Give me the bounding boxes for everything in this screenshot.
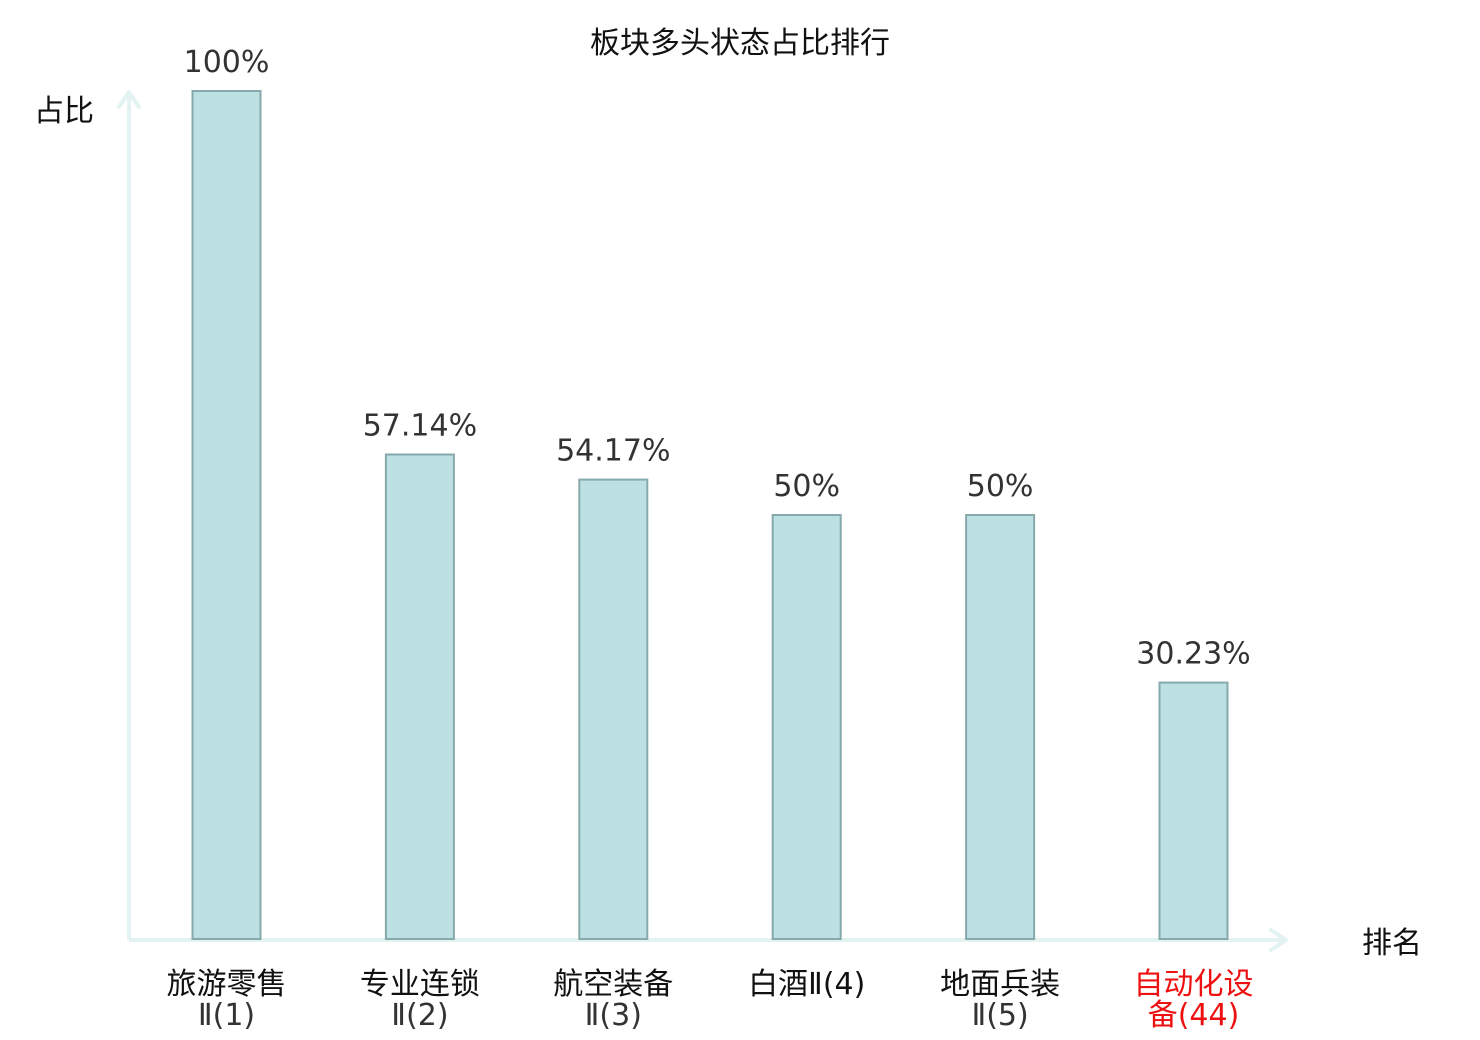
value-label-3: 54.17%: [556, 434, 670, 469]
category-sublabel-1: Ⅱ(1): [198, 998, 255, 1033]
value-label-6: 30.23%: [1136, 637, 1250, 672]
bar-5: [965, 514, 1036, 940]
category-label-1: 旅游零售: [167, 967, 287, 1002]
bars-group: [191, 90, 1229, 940]
category-label-6: 自动化设: [1134, 967, 1254, 1002]
y-axis-label: 占比: [34, 94, 94, 129]
bar-3: [578, 478, 649, 940]
category-sublabel-6: 备(44): [1148, 998, 1240, 1033]
value-label-1: 100%: [184, 45, 270, 80]
category-sublabel-2: Ⅱ(2): [391, 998, 448, 1033]
bar-4: [771, 514, 842, 940]
y-axis-arrow-icon: [117, 90, 141, 109]
category-label-2: 专业连锁: [360, 967, 480, 1002]
category-label-4: 白酒Ⅱ(4): [748, 967, 865, 1002]
bar-6: [1158, 681, 1229, 940]
value-label-5: 50%: [967, 469, 1034, 504]
category-sublabel-5: Ⅱ(5): [971, 998, 1028, 1033]
value-label-4: 50%: [773, 469, 840, 504]
x-axis-label: 排名: [1362, 926, 1422, 961]
category-label-5: 地面兵装: [940, 967, 1060, 1002]
value-labels-group: 100% 57.14% 54.17% 50% 50% 30.23%: [184, 45, 1251, 672]
category-label-3: 航空装备: [553, 967, 673, 1002]
x-axis-arrow-icon: [1269, 928, 1288, 952]
bar-2: [384, 453, 455, 940]
value-label-2: 57.14%: [363, 409, 477, 444]
bar-1: [191, 90, 262, 940]
axes: [117, 90, 1288, 952]
category-sublabel-3: Ⅱ(3): [585, 998, 642, 1033]
chart-title: 板块多头状态占比排行: [590, 26, 890, 61]
